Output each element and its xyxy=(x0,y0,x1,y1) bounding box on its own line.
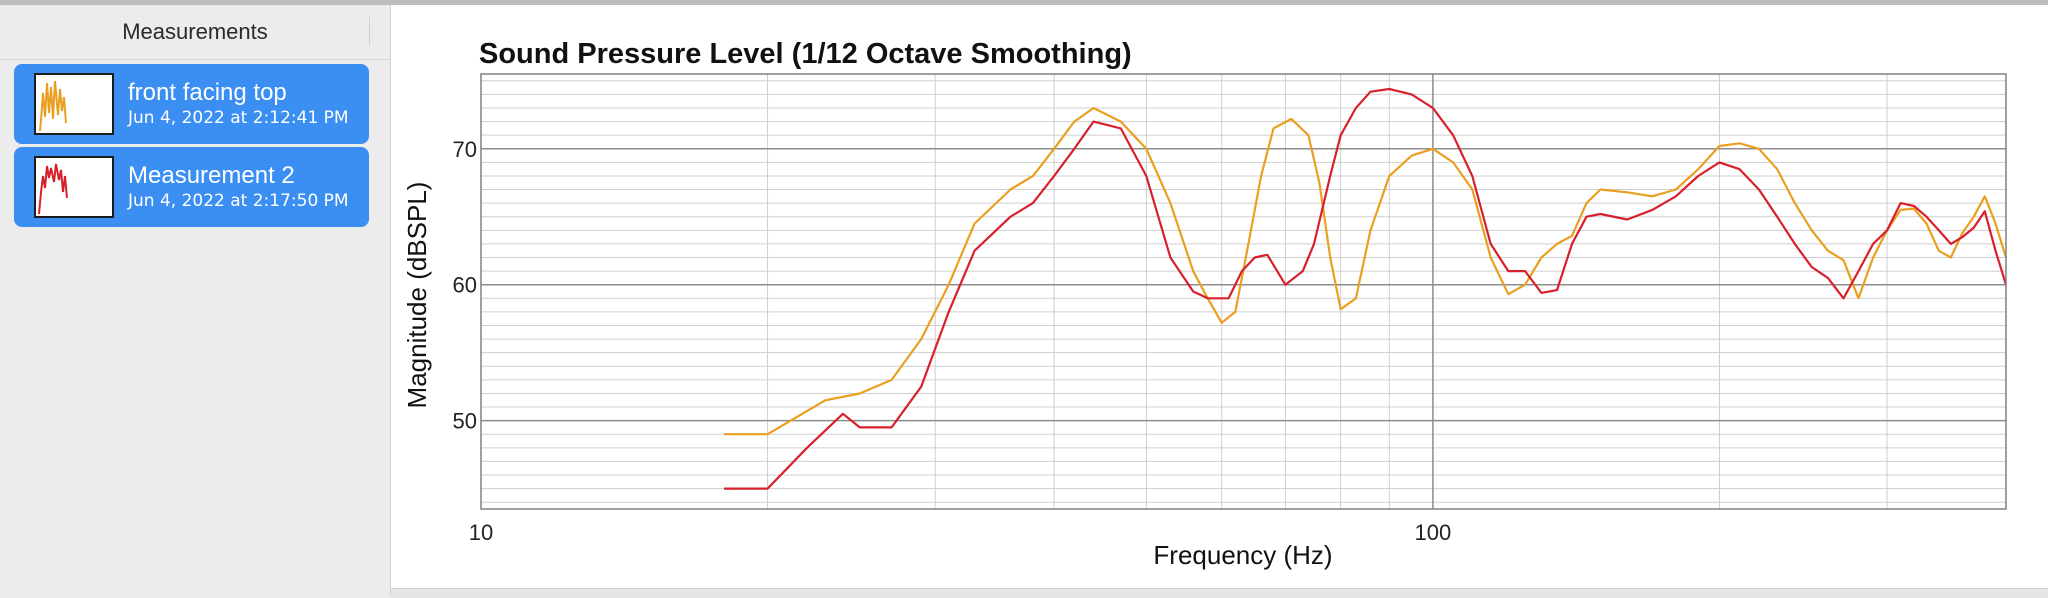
measurement-name: front facing top xyxy=(128,79,287,106)
sidebar-header: Measurements xyxy=(0,5,390,60)
sidebar-title: Measurements xyxy=(122,19,268,44)
x-axis-label: Frequency (Hz) xyxy=(1153,540,1332,570)
measurement-date: Jun 4, 2022 at 2:17:50 PM xyxy=(128,191,349,211)
header-divider xyxy=(369,17,370,45)
measurement-thumbnail-icon xyxy=(34,156,114,218)
measurement-item-measurement-2[interactable]: Measurement 2 Jun 4, 2022 at 2:17:50 PM xyxy=(14,147,369,227)
panel-bottom-bar xyxy=(391,588,2048,598)
measurement-date: Jun 4, 2022 at 2:12:41 PM xyxy=(128,108,349,128)
chart-panel: 50 60 70 10 100 Sound Pressure Level (1/12 Oc… xyxy=(391,5,2048,588)
measurement-name: Measurement 2 xyxy=(128,162,295,189)
measurement-text: front facing top Jun 4, 2022 at 2:12:41 … xyxy=(128,79,349,129)
measurement-list: front facing top Jun 4, 2022 at 2:12:41 … xyxy=(0,60,390,227)
y-tick-label: 70 xyxy=(453,137,477,162)
measurement-text: Measurement 2 Jun 4, 2022 at 2:17:50 PM xyxy=(128,162,349,212)
spl-chart[interactable]: 50 60 70 10 100 Sound Pressure Level (1/12 Oc… xyxy=(391,5,2048,588)
window-top-border xyxy=(0,0,2048,5)
series-line-2[interactable] xyxy=(724,87,2008,490)
measurement-thumbnail-icon xyxy=(34,73,114,135)
y-tick-label: 60 xyxy=(453,273,477,298)
measurement-item-front-facing-top[interactable]: front facing top Jun 4, 2022 at 2:12:41 … xyxy=(14,64,369,144)
measurements-sidebar: Measurements front facing top Jun 4, 202… xyxy=(0,5,391,597)
y-tick-label: 50 xyxy=(453,409,477,434)
chart-title: Sound Pressure Level (1/12 Octave Smooth… xyxy=(479,38,1132,70)
plot-border xyxy=(480,73,2007,510)
series-line-1[interactable] xyxy=(724,106,2008,436)
plot-area xyxy=(481,74,2006,509)
x-tick-label: 10 xyxy=(469,520,493,545)
x-tick-label: 100 xyxy=(1415,520,1452,545)
y-axis-label: Magnitude (dBSPL) xyxy=(402,182,432,409)
